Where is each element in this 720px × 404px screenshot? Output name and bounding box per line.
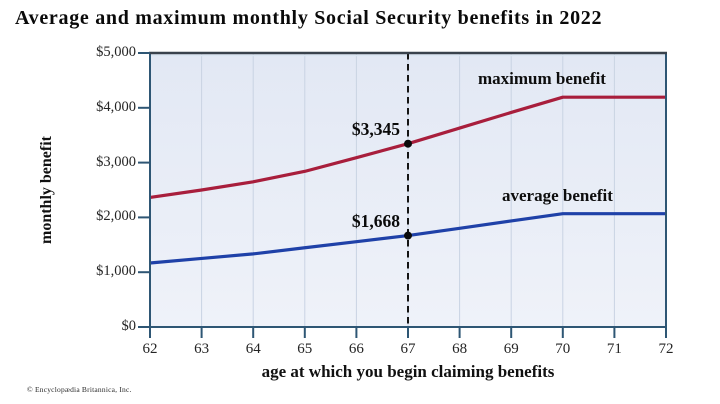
x-tick-label-68: 68 [452,341,468,357]
x-tick-label-70: 70 [555,341,571,357]
x-tick-label-62: 62 [142,341,158,357]
x-tick-label-64: 64 [245,341,261,357]
x-tick-label-72: 72 [658,341,674,357]
x-tick-label-67: 67 [400,341,416,357]
annotation-average-value: $1,668 [351,211,400,231]
y-tick-label-2000: $2,000 [96,208,136,225]
annotation-maximum-value: $3,345 [351,119,400,139]
data-point-marker-maximum [404,139,412,148]
y-tick-label-3000: $3,000 [96,153,136,170]
y-tick-label-5000: $5,000 [96,44,136,60]
y-tick-label-4000: $4,000 [96,98,136,115]
x-tick-label-65: 65 [297,341,313,357]
y-tick-label-1000: $1,000 [96,263,136,280]
x-tick-label-69: 69 [503,341,519,357]
x-tick-label-63: 63 [194,341,210,357]
x-tick-label-66: 66 [348,341,364,357]
x-axis-title: age at which you begin claiming benefits [261,362,555,381]
chart-title: Average and maximum monthly Social Secur… [15,7,603,29]
y-tick-label-0: $0 [121,318,137,334]
data-point-marker-average [404,231,412,240]
series-label-average-benefit: average benefit [502,186,613,205]
copyright-credit: © Encyclopædia Britannica, Inc. [27,385,132,394]
y-axis-title: monthly benefit [38,136,55,244]
x-tick-label-71: 71 [606,341,622,357]
series-label-maximum-benefit: maximum benefit [478,69,606,88]
